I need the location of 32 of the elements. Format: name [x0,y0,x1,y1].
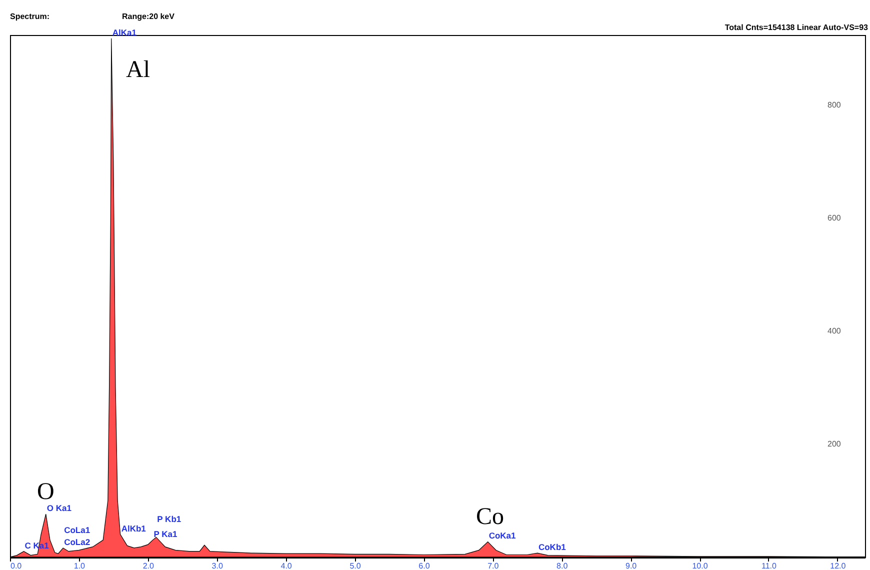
annotation: AlKb1 [121,523,146,534]
x-tick-label: 9.0 [626,562,638,570]
annotation: CoKb1 [538,542,566,552]
x-tick-label: 12.0 [830,562,846,570]
text: Total Cnts=154138 Linear Auto-VS=93 [724,23,868,32]
annotation: CoLa2 [64,536,90,547]
x-tick-label: 0.0 [10,562,22,570]
y-tick-label: 600 [828,214,842,223]
x-tick-label: 1.0 [74,562,86,570]
annotation: P Ka1 [154,529,178,540]
annotation: CoKa1 [488,530,516,541]
x-tick-label: 10.0 [692,562,708,570]
annotation: O [37,479,54,505]
annotation: Co [476,504,504,530]
y-tick-label: 400 [828,326,842,336]
y-tick-label: 800 [828,100,842,110]
text: Range:20 keV [122,12,174,21]
annotation: Al [126,57,150,83]
annotation: O Ka1 [46,503,72,514]
text: Spectrum: [10,12,50,21]
annotation: CoLa1 [64,524,90,535]
x-tick-label: 6.0 [418,562,430,570]
x-tick-label: 4.0 [280,562,292,570]
x-tick-label: 8.0 [556,562,568,570]
annotation: AlKa1 [112,27,137,38]
x-tick-label: 3.0 [212,562,224,570]
y-tick-label: 200 [828,440,842,449]
x-tick-label: 2.0 [142,562,155,570]
annotation: P Kb1 [157,514,182,524]
x-tick-label: 11.0 [761,562,778,570]
x-tick-label: 7.0 [488,562,500,570]
x-tick-label: 5.0 [350,562,362,570]
